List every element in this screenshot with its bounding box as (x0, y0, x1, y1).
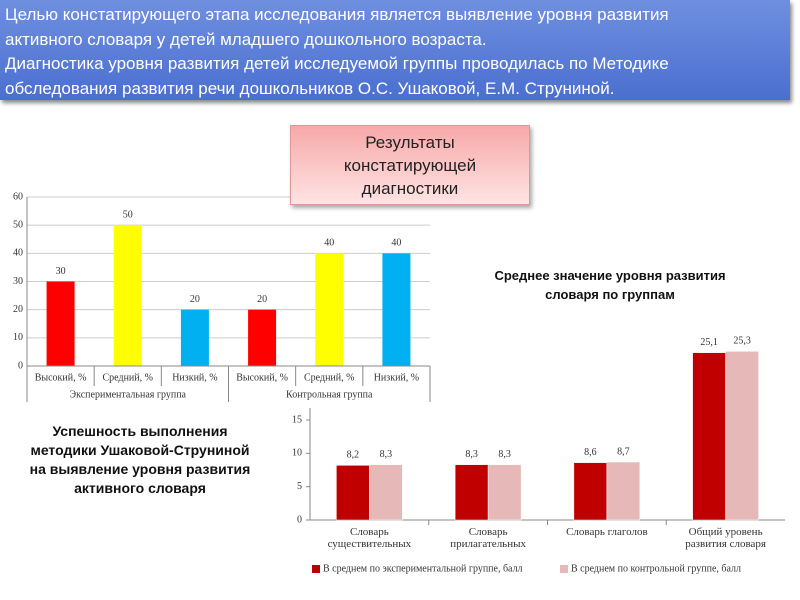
bar (573, 462, 608, 521)
data-label: 50 (123, 209, 133, 220)
legend-label: В среднем по контрольной группе, балл (571, 563, 741, 574)
text-line: обследования развития речи дошкольников … (5, 78, 615, 98)
x-tick-label: Низкий, % (172, 372, 217, 383)
data-label: 25,3 (733, 336, 751, 347)
bar (606, 461, 641, 521)
bar (369, 464, 403, 521)
bar-chart: 0 10 20 30 40 50 60 30 Высокий, % 50 Средний, % 20 Н… (0, 188, 432, 408)
bar (454, 464, 489, 521)
x-tick-label: Высокий, % (236, 372, 288, 383)
x-tick-label: Средний, % (304, 372, 354, 383)
data-label: 25,1 (700, 337, 718, 348)
x-tick-label: Средний, % (103, 372, 153, 383)
caption: Успешность выполнения методики Ушаковой-С… (10, 422, 270, 498)
chart-title: Среднее значение уровня развития словаря… (494, 268, 726, 302)
group-label: Контрольная группа (286, 389, 373, 400)
bar (113, 225, 142, 366)
bar (46, 281, 75, 366)
text-line: Диагностика уровня развития детей исслед… (5, 54, 669, 73)
text-line: на выявление уровня развития (29, 461, 251, 477)
bar (315, 253, 344, 366)
bar (382, 253, 411, 366)
text-line: активного словаря у детей младшего дошко… (5, 29, 487, 49)
data-label: 8,3 (498, 449, 511, 460)
bar (336, 465, 370, 521)
x-tick-label: Общий уровень развития словаря (685, 526, 766, 550)
bar (692, 352, 726, 521)
text-line: диагностики (361, 179, 459, 198)
x-tick-label: Низкий, % (374, 372, 419, 383)
data-label: 30 (56, 266, 66, 277)
legend-swatch (560, 565, 568, 573)
y-tick-label: 50 (13, 219, 23, 230)
y-tick-label: 10 (13, 332, 23, 343)
x-tick-label: Высокий, % (35, 372, 87, 383)
data-label: 8,3 (380, 449, 393, 460)
y-tick-label: 40 (13, 248, 23, 259)
bar (180, 309, 209, 366)
legend-label: В среднем по экспериментальной группе, б… (323, 563, 523, 574)
data-label: 40 (391, 238, 401, 249)
y-tick-label: 60 (13, 191, 23, 202)
y-tick-label: 30 (13, 276, 23, 287)
header: Целью констатирующего этапа исследования… (0, 0, 790, 100)
data-label: 8,7 (617, 446, 630, 457)
data-label: 40 (324, 238, 334, 249)
y-tick-label: 5 (297, 481, 302, 492)
bar (725, 351, 759, 521)
text-line: методики Ушаковой-Струниной (30, 442, 250, 458)
data-label: 8,3 (465, 449, 478, 460)
data-label: 20 (257, 294, 267, 305)
bar (248, 309, 277, 366)
text-line: констатирующей (343, 156, 477, 175)
y-tick-label: 15 (292, 414, 302, 425)
x-tick-label: Словарь существительных (327, 526, 412, 550)
text-line: Результаты (365, 133, 455, 152)
badge: Результаты констатирующей диагностики (290, 125, 530, 205)
legend-swatch (312, 565, 320, 573)
text-line: активного словаря (74, 480, 206, 496)
data-label: 20 (190, 294, 200, 305)
y-tick-label: 20 (13, 304, 23, 315)
text-line: Целью констатирующего этапа исследования… (5, 5, 669, 24)
y-tick-label: 0 (18, 360, 23, 371)
y-tick-label: 0 (297, 514, 302, 525)
y-tick-label: 10 (292, 448, 302, 459)
x-tick-label: Словарь прилагательных (450, 526, 526, 550)
data-label: 8,2 (347, 450, 360, 461)
x-tick-label: Словарь глаголов (566, 526, 648, 538)
bar (487, 464, 522, 521)
group-label: Экспериментальная группа (70, 389, 187, 400)
text-line: Успешность выполнения (52, 423, 228, 439)
data-label: 8,6 (584, 447, 597, 458)
